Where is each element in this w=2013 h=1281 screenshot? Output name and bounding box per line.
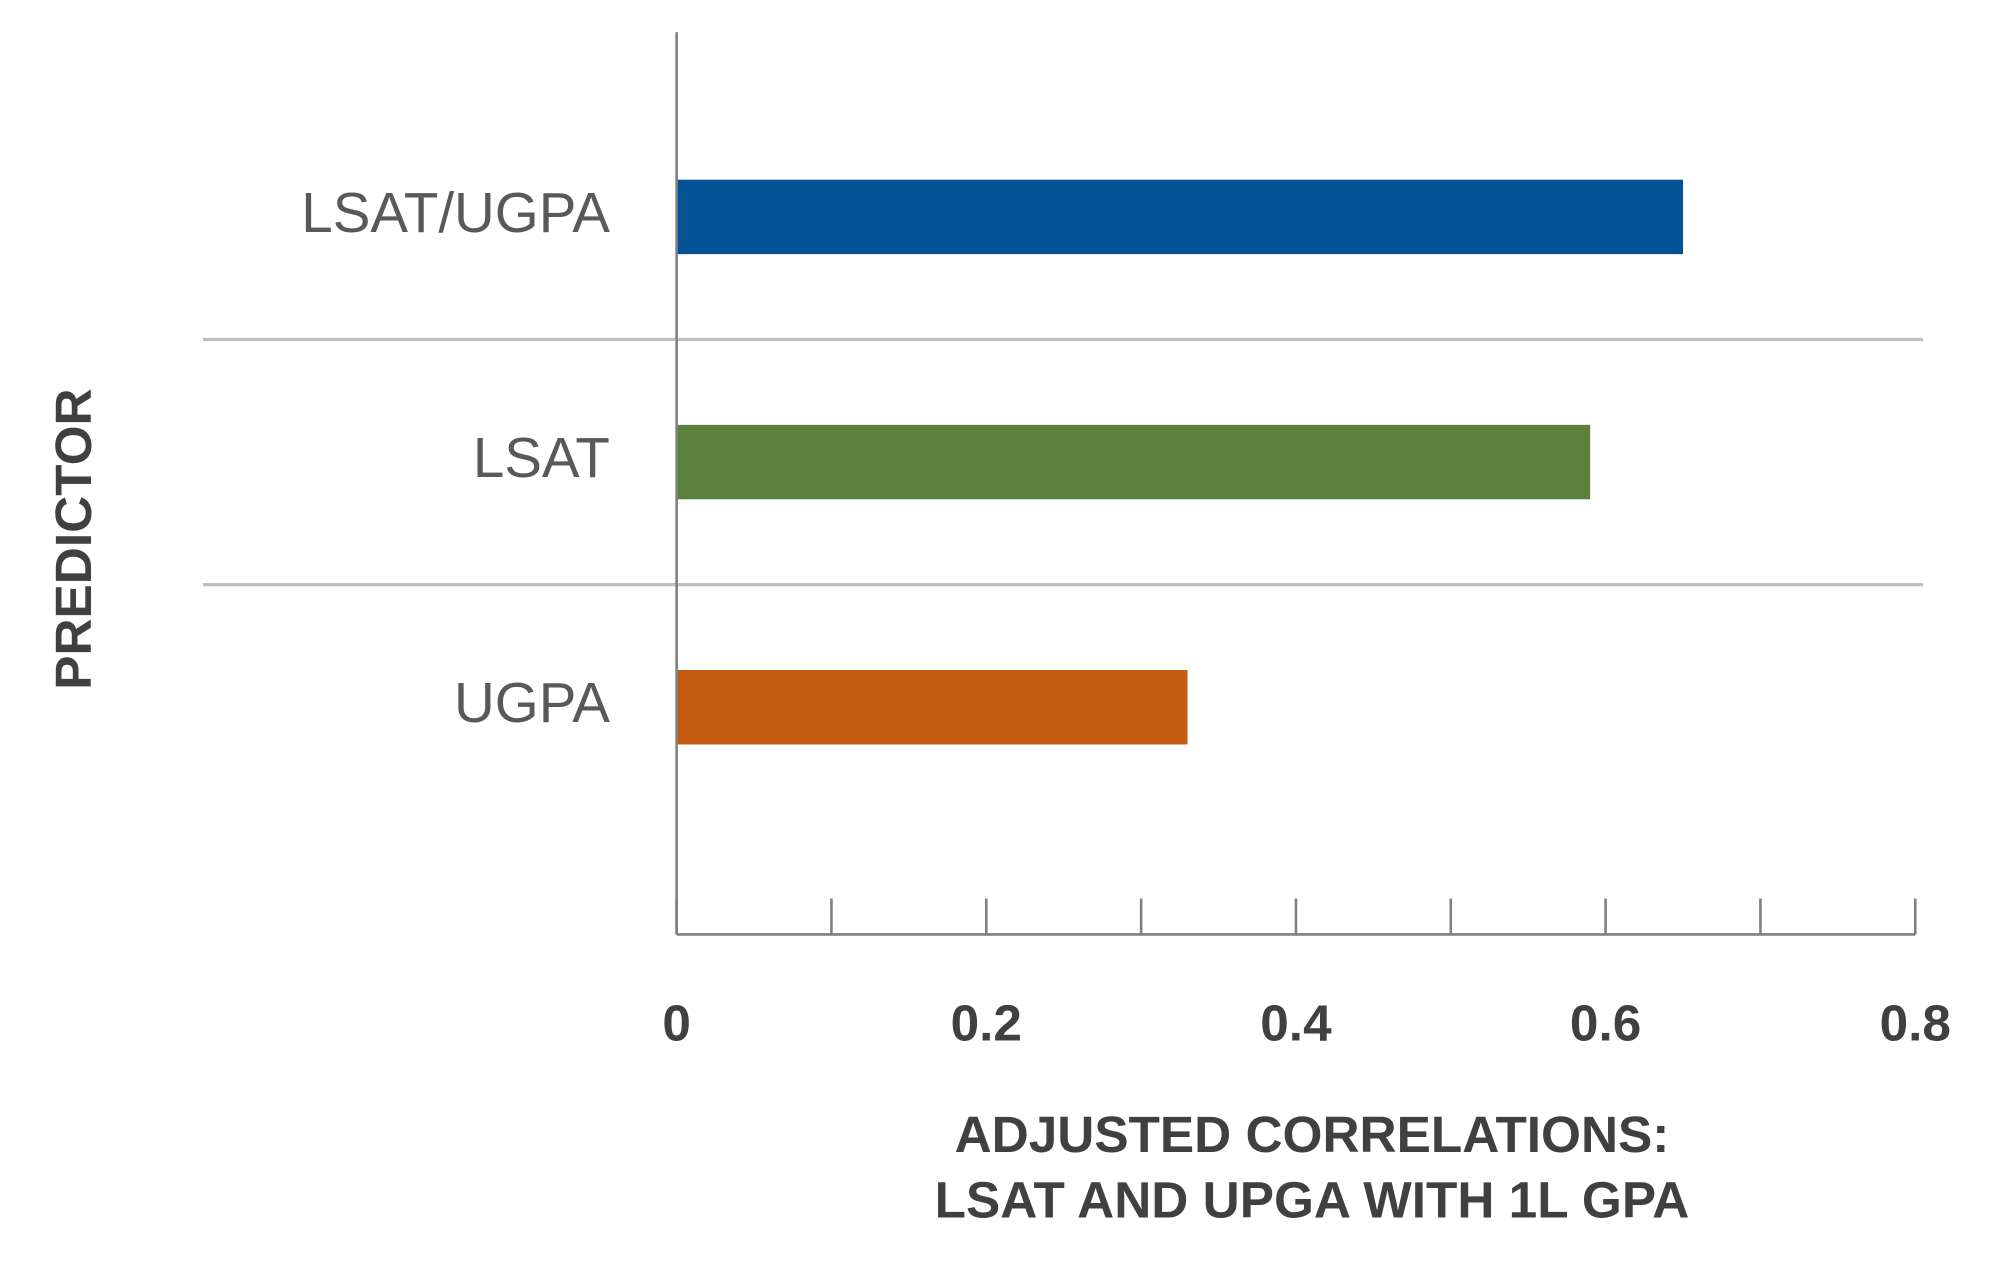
x-tick-label: 0.4	[1260, 994, 1332, 1051]
x-axis-title: LSAT AND UPGA WITH 1L GPA	[935, 1172, 1690, 1229]
x-tick-label: 0	[662, 994, 691, 1051]
bar	[676, 670, 1188, 745]
x-tick-label: 0.2	[951, 994, 1022, 1051]
x-axis-title: ADJUSTED CORRELATIONS:	[955, 1106, 1670, 1163]
x-tick-label: 0.8	[1880, 994, 1951, 1051]
bar	[676, 424, 1591, 500]
x-tick-label: 0.6	[1570, 994, 1641, 1051]
y-tick-label: LSAT/UGPA	[301, 181, 610, 244]
y-tick-label: UGPA	[454, 671, 610, 734]
y-tick-label: LSAT	[473, 426, 610, 489]
y-axis-title: PREDICTOR	[45, 388, 102, 689]
bar	[676, 179, 1684, 255]
